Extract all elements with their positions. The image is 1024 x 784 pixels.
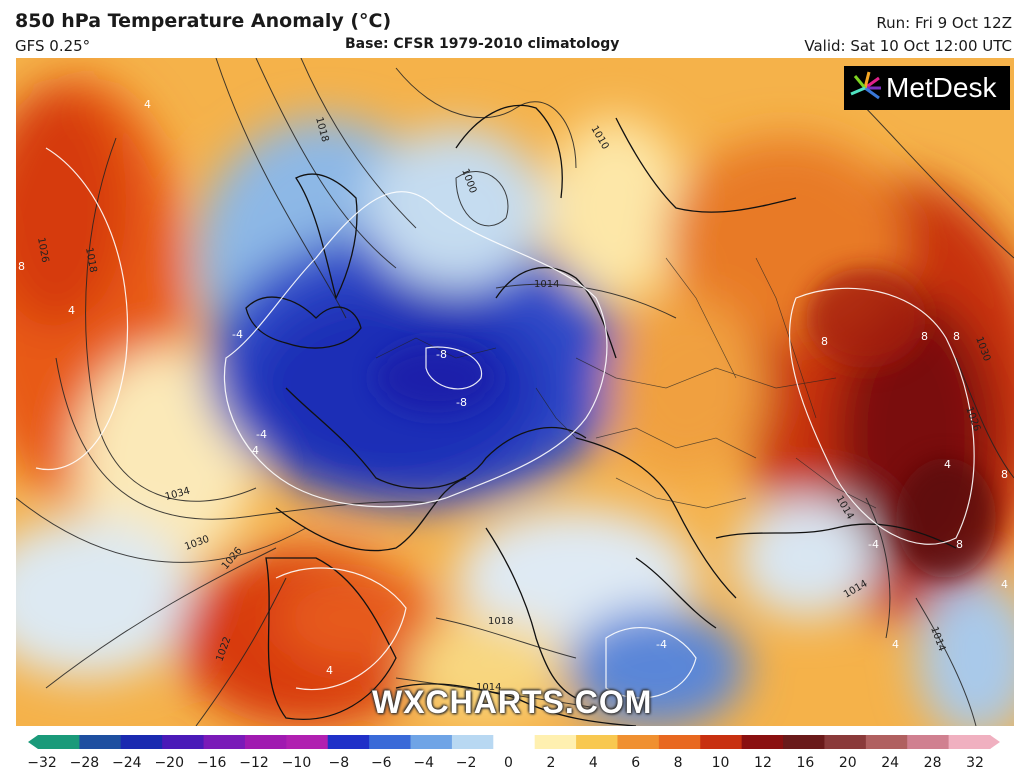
isobar-label: 1018 (83, 247, 98, 274)
colorbar-segment (203, 735, 246, 749)
colorbar-tick-label: −16 (196, 755, 227, 771)
colorbar-min-arrow (28, 735, 38, 749)
anomaly-label: 8 (953, 330, 960, 343)
anomaly-label: 4 (252, 444, 259, 457)
colorbar-segment (79, 735, 122, 749)
colorbar-segment (865, 735, 908, 749)
colorbar-tick-label: 16 (796, 755, 815, 771)
coastlines (245, 104, 957, 726)
colorbar-segment (741, 735, 784, 749)
colorbar (28, 735, 1000, 749)
colorbar-tick-label: −24 (112, 755, 142, 771)
colorbar-tick-label: 6 (631, 755, 641, 771)
colorbar-tick-label: −4 (413, 755, 434, 771)
anomaly-label: -4 (232, 328, 243, 341)
colorbar-segment (576, 735, 618, 749)
colorbar-segment (493, 735, 536, 749)
anomaly-contours (35, 147, 975, 699)
metdesk-logo: MetDesk (844, 66, 1010, 110)
anomaly-detail (376, 268, 996, 578)
colorbar-tick-label: 12 (754, 755, 772, 771)
colorbar-tick-label: 4 (588, 755, 598, 771)
colorbar-segment (162, 735, 205, 749)
anomaly-label: 4 (892, 638, 899, 651)
anomaly-label: 4 (1001, 578, 1008, 591)
run-time-label: Run: Fri 9 Oct 12Z (876, 14, 1012, 32)
colorbar-tick-label: 10 (711, 755, 730, 771)
valid-time-label: Valid: Sat 10 Oct 12:00 UTC (804, 37, 1012, 55)
anomaly-labels: 4 4 8 -4 -4 -8 -8 8 8 8 8 4 -4 4 4 4 8 -… (18, 98, 1008, 677)
colorbar-tick-label: 28 (923, 755, 942, 771)
metdesk-logo-text: MetDesk (886, 72, 997, 103)
anomaly-label: -8 (456, 396, 467, 409)
colorbar-tick-label: −12 (239, 755, 269, 771)
wxcharts-watermark: WXCHARTS.COM (372, 684, 653, 720)
isobar-label: 1014 (476, 682, 501, 693)
anomaly-label: -8 (436, 348, 447, 361)
colorbar-tick-label: −10 (281, 755, 312, 771)
colorbar-segment (658, 735, 701, 749)
anomaly-label: 8 (1001, 468, 1008, 481)
colorbar-tick-label: 2 (546, 755, 556, 771)
colorbar-segment (286, 735, 329, 749)
colorbar-segment (824, 735, 867, 749)
colorbar-tick-label: 24 (881, 755, 900, 771)
colorbar-segment (120, 735, 163, 749)
anomaly-label: 8 (821, 335, 828, 348)
isobar-label: 1026 (35, 237, 50, 264)
anomaly-label: 4 (944, 458, 951, 471)
anomaly-label: 4 (144, 98, 151, 111)
isobar-label: 1018 (488, 616, 513, 627)
colorbar-tick-label: −20 (154, 755, 184, 771)
anomaly-label: 8 (956, 538, 963, 551)
colorbar-tick-label: 0 (504, 755, 513, 771)
chart-title: 850 hPa Temperature Anomaly (°C) (15, 10, 392, 32)
isobar-labels: 1018 1010 1000 1014 1026 1034 1030 1026 … (35, 116, 992, 693)
anomaly-map: 1018 1010 1000 1014 1026 1034 1030 1026 … (16, 58, 1014, 726)
isobar-lines (16, 58, 1014, 726)
colorbar-tick-label: 20 (838, 755, 857, 771)
colorbar-segment (907, 735, 950, 749)
colorbar-segment (700, 735, 743, 749)
colorbar-tick-label: −32 (27, 755, 57, 771)
anomaly-label: 4 (326, 664, 333, 677)
anomaly-label: -4 (656, 638, 667, 651)
colorbar-segment (948, 735, 991, 749)
colorbar-tick-label: 32 (966, 755, 984, 771)
country-borders (375, 257, 877, 509)
colorbar-segment (244, 735, 287, 749)
base-climatology-label: Base: CFSR 1979-2010 climatology (345, 36, 620, 52)
colorbar-tick-label: −28 (69, 755, 100, 771)
colorbar-segment (534, 735, 577, 749)
colorbar-segment (410, 735, 453, 749)
colorbar-tick-label: 8 (673, 755, 683, 771)
colorbar-segment (451, 735, 494, 749)
anomaly-label: 8 (18, 260, 25, 273)
colorbar-segment (783, 735, 825, 749)
chart-header: 850 hPa Temperature Anomaly (°C) GFS 0.2… (0, 0, 1024, 58)
colorbar-segments (38, 735, 991, 749)
colorbar-tick-label: −8 (328, 755, 350, 771)
model-label: GFS 0.25° (15, 37, 91, 55)
anomaly-label: 8 (921, 330, 928, 343)
colorbar-segment (327, 735, 370, 749)
colorbar-segment (369, 735, 412, 749)
map-canvas: 1018 1010 1000 1014 1026 1034 1030 1026 … (16, 58, 1014, 726)
colorbar-tick-label: −6 (370, 755, 392, 771)
anomaly-label: -4 (868, 538, 879, 551)
anomaly-label: 4 (68, 304, 75, 317)
colorbar-tick-label: −2 (455, 755, 477, 771)
colorbar-segment (38, 735, 80, 749)
colorbar-max-arrow (990, 735, 1000, 749)
anomaly-label: -4 (256, 428, 267, 441)
isobar-label: 1014 (534, 279, 559, 290)
colorbar-segment (617, 735, 660, 749)
metdesk-logo-icon (850, 71, 881, 100)
